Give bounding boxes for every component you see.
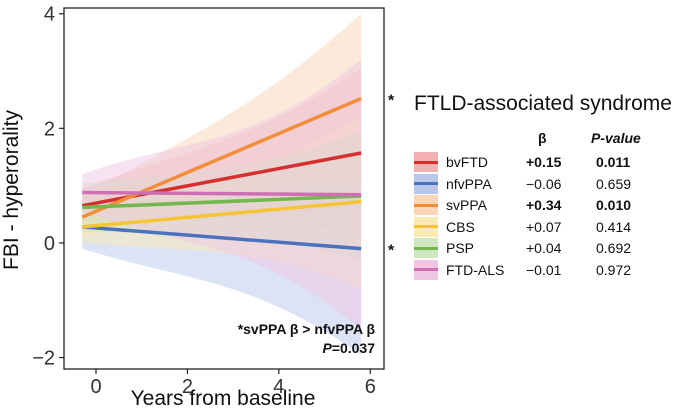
legend-series-name: nfvPPA bbox=[446, 175, 492, 192]
line-nfvppa bbox=[82, 225, 362, 251]
x-tick-label: 0 bbox=[90, 376, 101, 398]
legend: FTLD-associated syndrome β P-value bvFTD… bbox=[414, 92, 684, 281]
legend-key-swatch bbox=[414, 195, 438, 215]
y-tick-label: 4 bbox=[44, 4, 55, 26]
y-tick-label: 0 bbox=[44, 233, 55, 255]
legend-p-value: 0.972 bbox=[596, 261, 632, 278]
legend-key-swatch bbox=[414, 152, 438, 172]
x-axis-label: Years from baseline bbox=[131, 387, 316, 410]
line-psp bbox=[82, 194, 362, 210]
legend-header-pvalue: P-value bbox=[591, 130, 641, 146]
annotation-pvalue: P=0.037 bbox=[322, 340, 375, 356]
significance-marker-nfvppa: * bbox=[388, 243, 395, 260]
line-cbs bbox=[82, 199, 362, 229]
x-tick-label: 4 bbox=[273, 376, 284, 398]
legend-p-value: 0.692 bbox=[596, 240, 632, 256]
legend-beta-value: +0.04 bbox=[526, 240, 562, 256]
legend-p-value: 0.010 bbox=[596, 197, 632, 213]
legend-item-psp: PSP +0.04 0.692 bbox=[414, 238, 684, 260]
legend-header-beta: β bbox=[538, 130, 547, 146]
legend-p-value: 0.659 bbox=[596, 175, 632, 192]
x-tick-label: 6 bbox=[365, 376, 376, 398]
line-ftd-als bbox=[82, 190, 362, 197]
legend-item-bvftd: bvFTD +0.15 0.011 bbox=[414, 152, 684, 174]
legend-series-name: PSP bbox=[446, 240, 475, 256]
legend-header: β P-value bbox=[414, 130, 684, 152]
plot-border bbox=[63, 7, 385, 370]
legend-beta-value: +0.15 bbox=[526, 154, 562, 170]
legend-beta-value: −0.06 bbox=[526, 175, 562, 192]
confidence-bands bbox=[82, 13, 362, 355]
legend-item-svppa: svPPA +0.34 0.010 bbox=[414, 195, 684, 217]
line-svppa bbox=[81, 96, 362, 219]
legend-series-name: FTD-ALS bbox=[446, 261, 505, 278]
legend-rows: bvFTD +0.15 0.011 nfvPPA −0.06 0.659 svPPA +0.3… bbox=[414, 152, 684, 281]
y-tick-label: −2 bbox=[32, 348, 55, 370]
legend-beta-value: −0.01 bbox=[526, 261, 562, 278]
legend-beta-value: +0.34 bbox=[526, 197, 562, 213]
legend-key-swatch bbox=[414, 173, 438, 194]
annotation-comparison: *svPPA β > nfvPPA β bbox=[238, 321, 376, 337]
legend-series-name: bvFTD bbox=[446, 154, 488, 170]
y-axis-label: FBI - hyperorality bbox=[0, 110, 23, 270]
legend-title: FTLD-associated syndrome bbox=[414, 92, 672, 115]
legend-beta-value: +0.07 bbox=[526, 218, 562, 235]
significance-markers: ** bbox=[388, 93, 395, 260]
x-tick-label: 2 bbox=[182, 376, 193, 398]
axis-ticks: 0 2 4 6 −2 0 2 4 bbox=[32, 4, 376, 398]
legend-key-swatch bbox=[414, 238, 438, 258]
legend-series-name: CBS bbox=[446, 218, 475, 235]
legend-p-value: 0.414 bbox=[596, 218, 632, 235]
y-tick-label: 2 bbox=[44, 118, 55, 140]
legend-key-swatch bbox=[414, 259, 438, 280]
regression-lines bbox=[81, 96, 362, 251]
legend-series-name: svPPA bbox=[446, 197, 487, 213]
legend-item-nfvppa: nfvPPA −0.06 0.659 bbox=[414, 173, 684, 196]
significance-marker-svppa: * bbox=[388, 93, 395, 110]
legend-item-cbs: CBS +0.07 0.414 bbox=[414, 216, 684, 239]
legend-key-swatch bbox=[414, 216, 438, 237]
legend-p-value: 0.011 bbox=[596, 154, 631, 170]
legend-item-ftd-als: FTD-ALS −0.01 0.972 bbox=[414, 259, 684, 282]
